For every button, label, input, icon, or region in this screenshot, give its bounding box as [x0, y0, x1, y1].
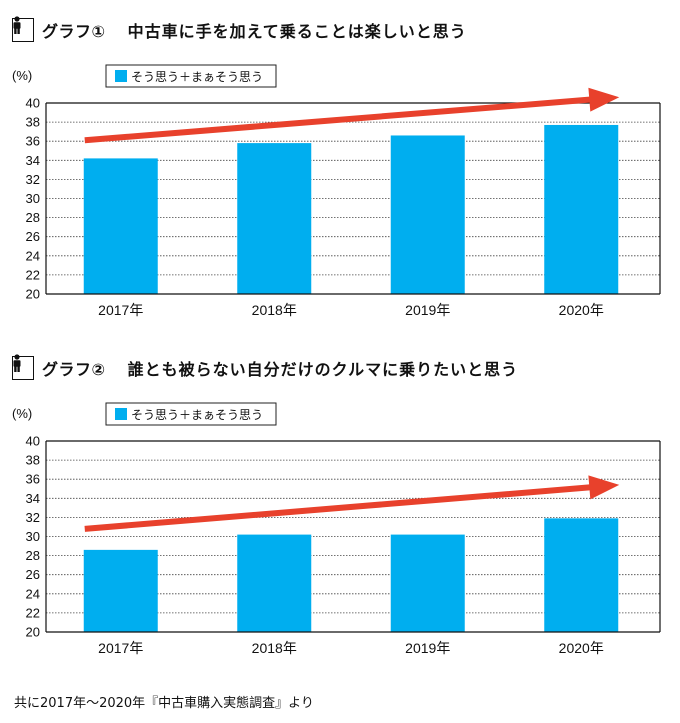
legend-label: そう思う＋まぁそう思う — [131, 408, 263, 422]
legend: そう思う＋まぁそう思う — [105, 64, 277, 88]
y-unit-label: (%) — [12, 68, 32, 83]
chart-1-plot: 20 22 24 26 28 30 32 34 36 38 40 (%) そう思う＋まぁそう思う 2017… — [12, 64, 661, 318]
y-tick-label: 40 — [26, 434, 40, 449]
x-tick-label: 2020年 — [559, 302, 604, 318]
bar — [83, 158, 158, 294]
legend-swatch — [115, 70, 127, 82]
y-tick-label: 40 — [26, 96, 40, 111]
bar — [237, 534, 312, 632]
chart-title: 中古車に手を加えて乗ることは楽しいと思う — [127, 22, 467, 41]
y-tick-label: 24 — [26, 248, 40, 263]
legend-box — [105, 64, 277, 88]
y-tick-label: 26 — [26, 567, 40, 582]
y-tick-label: 20 — [26, 625, 40, 640]
y-tick-label: 26 — [26, 229, 40, 244]
x-tick-label: 2019年 — [405, 302, 450, 318]
chart-2-title-row: グラフ② 誰とも被らない自分だけのクルマに乗りたいと思う — [12, 354, 518, 382]
legend-box — [105, 402, 277, 426]
person-icon — [12, 16, 34, 42]
y-tick-label: 24 — [26, 586, 40, 601]
chart-title: 誰とも被らない自分だけのクルマに乗りたいと思う — [127, 360, 519, 379]
y-tick-label: 30 — [26, 529, 40, 544]
graph-label: グラフ② — [42, 360, 106, 379]
graph-label: グラフ① — [42, 22, 106, 41]
y-tick-label: 36 — [26, 134, 40, 149]
bar — [83, 549, 158, 632]
y-tick-label: 22 — [26, 605, 40, 620]
chart-1: グラフ① 中古車に手を加えて乗ることは楽しいと思う 20 22 24 26 28 30 32… — [0, 0, 680, 320]
bar — [544, 518, 619, 632]
y-tick-label: 30 — [26, 191, 40, 206]
y-tick-label: 20 — [26, 287, 40, 302]
bar — [544, 124, 619, 294]
y-tick-label: 36 — [26, 472, 40, 487]
bar — [237, 143, 312, 294]
bar — [390, 534, 465, 632]
bar — [390, 135, 465, 294]
x-tick-label: 2017年 — [98, 302, 143, 318]
y-tick-label: 32 — [26, 172, 40, 187]
trend-arrow — [84, 87, 620, 144]
x-tick-label: 2018年 — [252, 640, 297, 656]
trend-arrow — [84, 475, 620, 532]
person-icon — [12, 354, 34, 380]
x-tick-label: 2017年 — [98, 640, 143, 656]
x-tick-label: 2019年 — [405, 640, 450, 656]
y-unit-label: (%) — [12, 406, 32, 421]
y-tick-label: 38 — [26, 115, 40, 130]
x-tick-label: 2018年 — [252, 302, 297, 318]
x-tick-label: 2020年 — [559, 640, 604, 656]
y-tick-label: 28 — [26, 548, 40, 563]
legend-swatch — [115, 408, 127, 420]
y-tick-label: 34 — [26, 491, 40, 506]
y-tick-label: 34 — [26, 153, 40, 168]
source-note: 共に2017年～2020年『中古車購入実態調査』より — [14, 696, 314, 711]
y-tick-label: 38 — [26, 453, 40, 468]
legend-label: そう思う＋まぁそう思う — [131, 70, 263, 84]
chart-2: グラフ② 誰とも被らない自分だけのクルマに乗りたいと思う 20 22 24 26 28 3… — [0, 338, 680, 658]
y-tick-label: 22 — [26, 267, 40, 282]
chart-1-title-row: グラフ① 中古車に手を加えて乗ることは楽しいと思う — [12, 16, 467, 44]
y-tick-label: 32 — [26, 510, 40, 525]
legend: そう思う＋まぁそう思う — [105, 402, 277, 426]
chart-2-plot: 20 22 24 26 28 30 32 34 36 38 40 (%) そう思う＋まぁそう思う 2017… — [12, 402, 661, 656]
y-tick-label: 28 — [26, 210, 40, 225]
